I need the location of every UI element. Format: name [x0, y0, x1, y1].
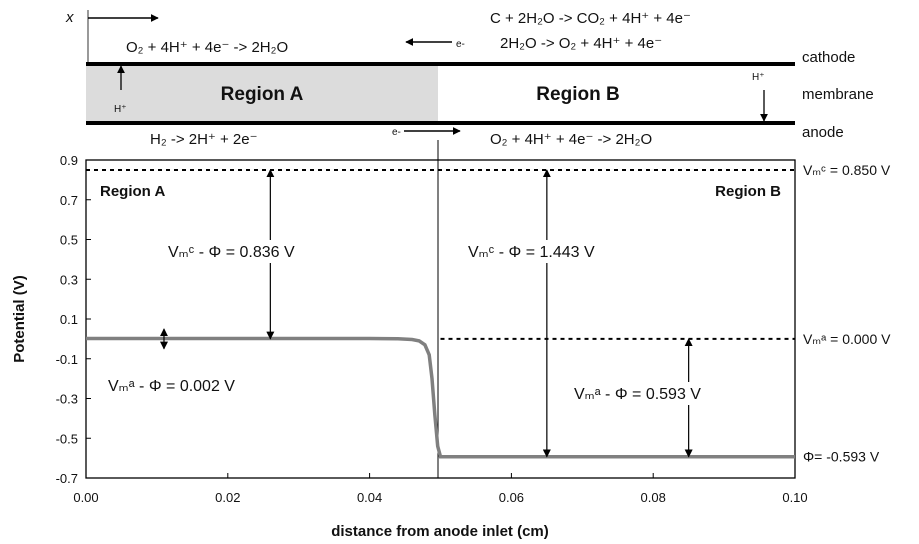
reaction-cathode-a: O₂ + 4H⁺ + 4e⁻ -> 2H₂O	[126, 39, 288, 56]
reaction-cathode-b1: C + 2H₂O -> CO₂ + 4H⁺ + 4e⁻	[490, 10, 691, 27]
x-tick-label: 0.08	[641, 490, 666, 505]
x-axis-label: distance from anode inlet (cm)	[331, 523, 549, 540]
y-tick-label: 0.5	[60, 233, 78, 248]
reaction-cathode-b2: 2H₂O -> O₂ + 4H⁺ + 4e⁻	[500, 35, 662, 52]
annotation-backdrop	[465, 240, 598, 263]
y-axis-label: Potential (V)	[11, 275, 28, 363]
electron-label-top: e-	[456, 39, 465, 50]
reference-line-label: Vₘᶜ = 0.850 V	[803, 162, 891, 178]
chart: 0.9 0.7 0.5 0.3 0.1 -0.1 -0.3 -0.5 -0.7 0.00 0.02…	[11, 140, 891, 540]
x-tick-label: 0.04	[357, 490, 382, 505]
annotation-backdrop	[165, 240, 298, 263]
chart-region-b-label: Region B	[715, 183, 781, 200]
reference-line-label: Φ= -0.593 V	[803, 449, 880, 465]
annotation-label: Vₘᵃ - Φ = 0.002 V	[108, 378, 235, 395]
annotation-label: Vₘᵃ - Φ = 0.593 V	[574, 386, 701, 403]
layer-label-membrane: membrane	[802, 86, 874, 103]
region-b-label: Region B	[536, 84, 619, 105]
x-ticks: 0.00 0.02 0.04 0.06 0.08 0.10	[73, 473, 808, 505]
annotation-backdrop	[105, 374, 238, 397]
annotations: Vₘᶜ - Φ = 0.836 V Vₘᵃ - Φ = 0.002 V Vₘᶜ - …	[105, 169, 704, 458]
annotation-label: Vₘᶜ - Φ = 0.836 V	[168, 244, 295, 261]
annotation-backdrop	[571, 382, 704, 405]
schematic: x O₂ + 4H⁺ + 4e⁻ -> 2H₂O C + 2H₂O -> CO₂…	[65, 9, 874, 148]
x-axis-symbol: x	[65, 9, 74, 26]
reaction-anode-a: H₂ -> 2H⁺ + 2e⁻	[150, 131, 258, 148]
layer-label-anode: anode	[802, 124, 844, 141]
potential-curve	[86, 336, 795, 459]
y-tick-label: -0.5	[56, 431, 78, 446]
y-tick-label: 0.9	[60, 153, 78, 168]
proton-label-a: H⁺	[114, 104, 127, 115]
y-tick-label: -0.3	[56, 392, 78, 407]
reference-line-label: Vₘᵃ = 0.000 V	[803, 331, 891, 347]
reaction-anode-b: O₂ + 4H⁺ + 4e⁻ -> 2H₂O	[490, 131, 652, 148]
annotation-label: Vₘᶜ - Φ = 1.443 V	[468, 244, 595, 261]
electron-label-bottom: e-	[392, 127, 401, 138]
x-tick-label: 0.06	[499, 490, 524, 505]
region-a-fill	[86, 64, 438, 123]
x-tick-label: 0.00	[73, 490, 98, 505]
y-tick-label: -0.1	[56, 352, 78, 367]
x-tick-label: 0.02	[215, 490, 240, 505]
y-tick-label: 0.1	[60, 312, 78, 327]
region-a-label: Region A	[221, 84, 304, 105]
proton-label-b: H⁺	[752, 72, 765, 83]
y-tick-label: 0.7	[60, 193, 78, 208]
y-tick-label: -0.7	[56, 471, 78, 486]
y-tick-label: 0.3	[60, 272, 78, 287]
y-ticks: 0.9 0.7 0.5 0.3 0.1 -0.1 -0.3 -0.5 -0.7	[56, 153, 91, 486]
layer-label-cathode: cathode	[802, 49, 855, 66]
reference-lines: Vₘᶜ = 0.850 V Vₘᵃ = 0.000 V Φ= -0.593 V	[86, 162, 891, 465]
series-group	[86, 336, 795, 459]
x-tick-label: 0.10	[782, 490, 807, 505]
chart-region-a-label: Region A	[100, 183, 165, 200]
